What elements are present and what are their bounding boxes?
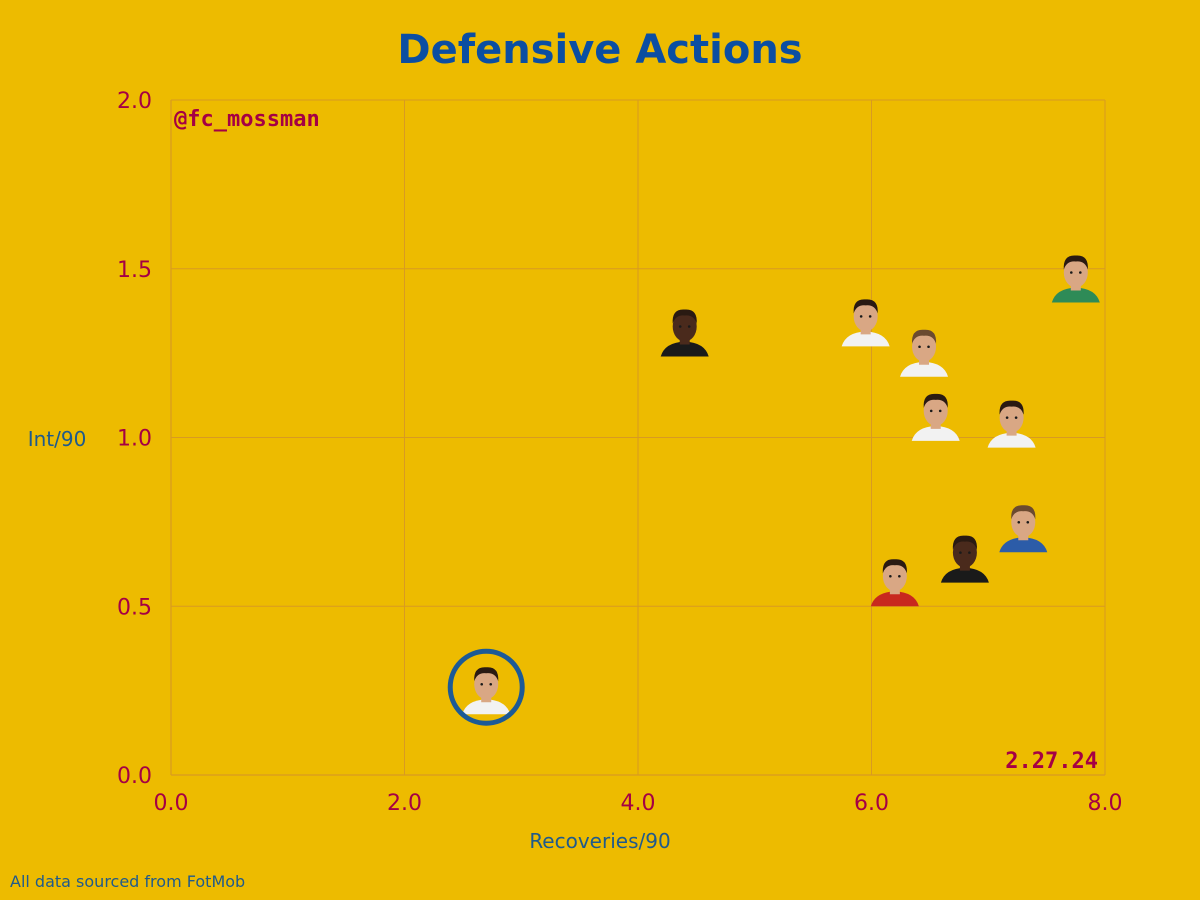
player-hair — [474, 667, 499, 682]
player-face — [672, 311, 697, 342]
player-face — [923, 395, 948, 426]
player-shirt — [1051, 287, 1100, 303]
player-shirt — [940, 567, 989, 583]
x-tick-label-1: 2.0 — [387, 791, 422, 816]
player-eye-right — [927, 345, 930, 349]
player-face — [912, 331, 937, 362]
x-tick-label-0: 0.0 — [154, 791, 189, 816]
data-source-note: All data sourced from FotMob — [10, 872, 245, 891]
player-shirt — [462, 699, 511, 715]
player-headshot-6 — [1051, 255, 1100, 303]
player-eye-left — [859, 315, 863, 318]
chart-title: Defensive Actions — [397, 27, 802, 73]
player-shirt — [900, 361, 949, 377]
y-tick-labels: 0.0 0.5 1.0 1.5 2.0 — [117, 89, 152, 789]
x-tick-label-4: 8.0 — [1088, 791, 1123, 816]
player-eye-right — [1079, 271, 1082, 274]
y-tick-label-0: 0.0 — [117, 764, 152, 789]
player-face — [474, 669, 499, 700]
player-eye-right — [489, 682, 493, 686]
player-hair — [911, 329, 937, 344]
player-eye-left — [1005, 416, 1009, 419]
player-hair — [1011, 505, 1036, 520]
player-headshot-0 — [447, 648, 525, 726]
player-eye-right — [968, 551, 971, 554]
player-face — [882, 561, 907, 592]
player-eye-right — [1026, 520, 1030, 524]
player-eye-right — [687, 325, 691, 328]
player-eye-right — [868, 315, 872, 318]
date-stamp: 2.27.24 — [1005, 749, 1098, 774]
player-eye-left — [929, 409, 933, 413]
player-shirt — [999, 537, 1048, 553]
data-points — [447, 255, 1100, 726]
x-axis-label: Recoveries/90 — [529, 829, 670, 853]
y-tick-label-1: 0.5 — [117, 595, 152, 620]
player-shirt — [987, 432, 1036, 448]
player-hair — [672, 309, 697, 324]
grid-lines — [170, 99, 1106, 776]
player-eye-left — [1070, 271, 1073, 274]
y-tick-label-2: 1.0 — [117, 427, 152, 452]
author-handle: @fc_mossman — [174, 107, 320, 132]
player-shirt — [911, 425, 960, 441]
player-eye-left — [678, 325, 682, 328]
player-eye-left — [480, 682, 484, 686]
player-face — [1011, 507, 1036, 538]
y-tick-label-3: 1.5 — [117, 258, 152, 283]
x-tick-labels: 0.0 2.0 4.0 6.0 8.0 — [154, 791, 1123, 816]
player-eye-left — [889, 574, 892, 578]
player-hair — [952, 535, 977, 550]
player-headshot-2 — [841, 299, 890, 347]
player-face — [853, 301, 878, 332]
y-axis-label: Int/90 — [28, 427, 87, 451]
player-hair — [999, 400, 1024, 415]
player-headshot-4 — [911, 393, 960, 441]
player-face — [999, 402, 1024, 433]
x-tick-label-3: 6.0 — [854, 791, 889, 816]
y-tick-label-4: 2.0 — [117, 89, 152, 114]
player-hair — [882, 559, 907, 574]
player-headshot-1 — [660, 309, 709, 357]
player-hair — [853, 299, 878, 314]
x-tick-label-2: 4.0 — [621, 791, 656, 816]
player-eye-right — [898, 574, 901, 578]
player-eye-right — [1014, 416, 1018, 419]
player-eye-right — [938, 409, 942, 413]
player-shirt — [660, 341, 709, 357]
player-headshot-8 — [940, 535, 989, 583]
player-hair — [923, 393, 948, 408]
player-eye-left — [918, 345, 921, 349]
player-headshot-9 — [999, 505, 1048, 553]
player-eye-left — [1017, 520, 1021, 524]
player-face — [1063, 257, 1088, 288]
axes — [170, 100, 1105, 776]
player-headshot-7 — [870, 559, 919, 607]
player-shirt — [870, 591, 919, 607]
player-face — [952, 537, 977, 568]
player-shirt — [841, 331, 890, 347]
player-headshot-3 — [900, 329, 949, 377]
player-headshot-5 — [987, 400, 1036, 448]
player-eye-left — [959, 551, 962, 554]
highlight-ring — [447, 648, 525, 726]
player-hair — [1063, 255, 1088, 270]
